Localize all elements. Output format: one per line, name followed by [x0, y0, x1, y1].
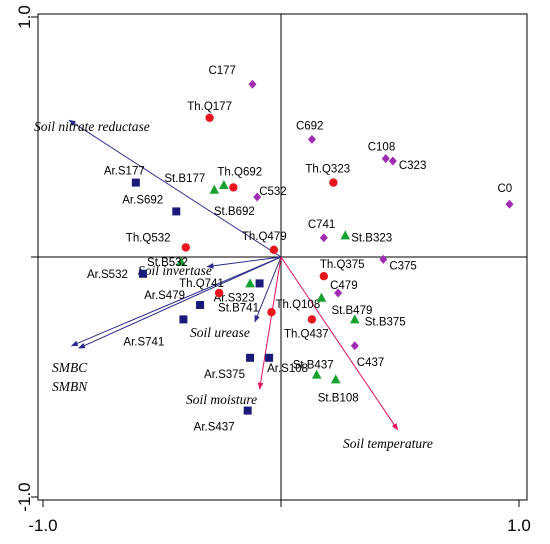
- point-c177: [248, 79, 257, 89]
- point-label-th-q323: Th.Q323: [305, 164, 350, 176]
- point-label-th-q741: Th.Q741: [179, 278, 224, 290]
- point-th-q323: [329, 178, 338, 187]
- vector-label-soil-moisture: Soil moisture: [186, 392, 257, 407]
- point-st-b375: [349, 314, 360, 324]
- point-label-st-b323: St.B323: [351, 232, 392, 244]
- vector-soil-invertase: [206, 256, 282, 269]
- point-ar-s177: [131, 178, 140, 187]
- vector-label-smbc: SMBC: [52, 360, 88, 375]
- point-th-q741: [214, 288, 224, 298]
- point-st-b692: [219, 180, 229, 189]
- point-label-st-b692: St.B692: [214, 206, 255, 218]
- point-label-c692: C692: [296, 120, 324, 132]
- point-label-ar-s108: Ar.S108: [267, 363, 308, 375]
- point-st-b108: [330, 374, 341, 384]
- x-tick-label: -1.0: [28, 516, 57, 535]
- point-label-c177: C177: [208, 65, 236, 77]
- point-label-th-q437: Th.Q437: [284, 328, 329, 340]
- point-st-b323: [340, 230, 351, 240]
- vector-soil-moisture: [257, 256, 282, 390]
- point-c479: [334, 288, 343, 298]
- vector-soil-urease: [254, 256, 282, 323]
- vector-label-smbn: SMBN: [52, 379, 88, 394]
- point-label-th-q692: Th.Q692: [217, 166, 262, 178]
- point-label-st-b479: St.B479: [331, 305, 372, 317]
- point-th-q479: [269, 245, 279, 254]
- vector-soil-temperature: [280, 256, 399, 431]
- axis-ticks: -1.0 1.0 1.0 -1.0: [15, 5, 531, 535]
- point-label-ar-s375: Ar.S375: [204, 369, 245, 381]
- point-label-st-b375: St.B375: [365, 316, 406, 328]
- point-label-c0: C0: [497, 183, 512, 195]
- point-c323: [388, 156, 397, 166]
- point-label-ar-s479: Ar.S479: [144, 290, 185, 302]
- point-label-ar-s532: Ar.S532: [87, 269, 128, 281]
- vector-soil-nitrate-reductase: [68, 119, 282, 258]
- point-st-b532: [176, 256, 186, 266]
- point-st-b479: [316, 292, 327, 302]
- vector-label-soil-urease: Soil urease: [190, 325, 250, 340]
- x-tick-label: 1.0: [507, 516, 531, 535]
- point-c108: [381, 154, 390, 164]
- y-tick-label: 1.0: [15, 5, 34, 29]
- point-th-q532: [181, 243, 190, 252]
- point-label-ar-s692: Ar.S692: [122, 194, 163, 206]
- point-label-th-q479: Th.Q479: [242, 231, 287, 243]
- point-label-ar-s437: Ar.S437: [194, 422, 235, 434]
- point-th-q692: [229, 183, 238, 192]
- point-st-b437: [311, 369, 322, 379]
- point-label-st-b532: St.B532: [147, 257, 188, 269]
- point-c375: [379, 254, 388, 264]
- point-c0: [505, 199, 514, 209]
- point-label-c375: C375: [389, 260, 417, 272]
- point-label-th-q108: Th.Q108: [275, 299, 320, 311]
- point-ar-s437: [243, 406, 252, 415]
- point-th-q177: [205, 113, 214, 123]
- point-label-th-q375: Th.Q375: [320, 259, 365, 271]
- point-ar-s692: [172, 207, 181, 216]
- point-label-c108: C108: [368, 142, 396, 154]
- point-ar-s532: [138, 269, 147, 278]
- vector-smbn: [78, 256, 282, 349]
- environment-vectors: Soil nitrate reductase Soil invertase Soil…: [34, 119, 433, 451]
- point-c741: [319, 233, 328, 243]
- point-c437: [350, 341, 359, 351]
- point-label-ar-s177: Ar.S177: [104, 166, 145, 178]
- point-ar-s479: [196, 301, 205, 309]
- point-label-st-b108: St.B108: [318, 392, 359, 404]
- point-ar-s741: [179, 315, 188, 324]
- point-label-th-q532: Th.Q532: [126, 232, 171, 244]
- point-st-b741: [245, 278, 255, 288]
- vector-label-soil-temperature: Soil temperature: [343, 436, 433, 451]
- point-ar-s323: [255, 279, 264, 288]
- point-label-c437: C437: [357, 357, 385, 369]
- point-ar-s108: [265, 353, 274, 362]
- point-c692: [307, 134, 316, 144]
- sample-points: Ar.S177 Ar.S692 Ar.S532 Ar.S479 Ar.S741 Ar.S3…: [87, 65, 514, 434]
- point-label-st-b437: St.B437: [293, 360, 334, 372]
- vector-smbc: [70, 256, 282, 347]
- vector-label-soil-nitrate-reductase: Soil nitrate reductase: [34, 119, 150, 134]
- y-tick-label: -1.0: [15, 482, 34, 511]
- point-th-q437: [307, 315, 317, 324]
- point-label-c532: C532: [259, 186, 287, 198]
- point-label-c479: C479: [330, 280, 358, 292]
- point-label-st-b741: St.B741: [218, 302, 259, 314]
- point-c532: [253, 192, 262, 202]
- point-label-th-q177: Th.Q177: [187, 101, 232, 113]
- point-label-ar-s323: Ar.S323: [214, 292, 255, 304]
- vector-label-soil-invertase: Soil invertase: [138, 263, 212, 278]
- point-label-c323: C323: [399, 160, 427, 172]
- point-label-ar-s741: Ar.S741: [123, 336, 164, 348]
- point-th-q108: [267, 308, 276, 317]
- point-st-b177: [209, 184, 220, 194]
- point-label-st-b177: St.B177: [164, 173, 205, 185]
- point-label-c741: C741: [308, 219, 336, 231]
- point-ar-s375: [246, 353, 255, 362]
- point-th-q375: [319, 272, 329, 281]
